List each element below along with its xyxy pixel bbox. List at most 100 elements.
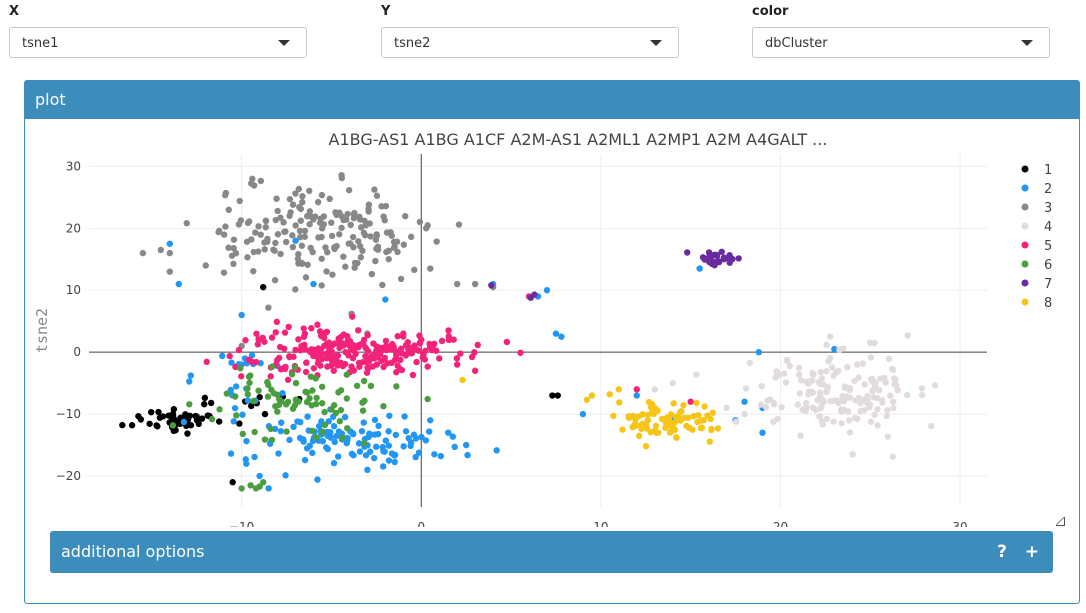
point-series-5	[418, 336, 425, 343]
point-series-2	[462, 441, 470, 449]
point-series-3	[280, 219, 287, 226]
point-series-4	[855, 374, 862, 381]
point-series-6	[319, 428, 326, 436]
point-series-4	[798, 377, 805, 384]
point-series-3	[368, 270, 376, 278]
point-series-5	[254, 341, 262, 348]
resize-handle-icon[interactable]	[1056, 517, 1065, 526]
point-series-4	[693, 371, 700, 378]
point-series-4	[874, 406, 881, 413]
point-series-2	[282, 472, 289, 479]
x-select[interactable]: tsne1	[9, 27, 307, 58]
additional-options-bar[interactable]: additional options ? +	[50, 531, 1053, 573]
point-series-3	[249, 175, 256, 183]
point-series-5	[436, 355, 443, 362]
legend-label: 4	[1044, 220, 1052, 235]
point-series-8	[673, 434, 680, 441]
point-series-6	[337, 406, 345, 414]
point-series-6	[309, 387, 316, 394]
point-series-4	[849, 451, 856, 458]
point-series-4	[846, 384, 853, 392]
y-tick-label: 10	[66, 283, 81, 297]
point-series-5	[364, 332, 371, 339]
point-series-7	[715, 258, 722, 265]
point-series-3	[360, 229, 368, 237]
point-series-5	[360, 336, 368, 344]
point-series-5	[687, 398, 694, 405]
point-series-4	[820, 398, 827, 406]
point-series-2	[330, 422, 338, 430]
expand-icon[interactable]: +	[1024, 542, 1039, 562]
point-series-4	[889, 366, 897, 374]
point-series-2	[385, 428, 392, 435]
point-series-2	[344, 434, 351, 442]
point-series-3	[248, 236, 255, 243]
point-series-4	[857, 407, 864, 415]
point-series-3	[282, 228, 289, 235]
point-series-3	[329, 271, 336, 278]
point-series-2	[371, 416, 379, 424]
point-series-4	[845, 417, 853, 424]
point-series-1	[119, 421, 126, 429]
legend-marker	[1021, 241, 1029, 249]
scatter-plot[interactable]: −10 0 10 20 30 −20 −10 0 10 20 30 A1BG-AS1 A1BG A1C…	[25, 119, 1079, 527]
point-series-5	[445, 327, 452, 334]
point-series-6	[321, 421, 329, 429]
point-series-4	[770, 418, 777, 425]
point-series-5	[380, 363, 387, 371]
point-series-3	[372, 257, 379, 265]
point-series-1	[207, 399, 215, 407]
y-tick-label: −20	[56, 469, 81, 483]
point-series-3	[315, 234, 322, 241]
point-series-1	[554, 392, 561, 399]
point-series-2	[265, 485, 272, 492]
point-series-3	[411, 266, 418, 274]
point-series-1	[147, 408, 155, 416]
help-icon[interactable]: ?	[997, 542, 1007, 562]
point-series-2	[314, 476, 321, 483]
y-select[interactable]: tsne2	[381, 27, 679, 58]
point-series-3	[301, 233, 308, 240]
point-series-8	[583, 396, 591, 403]
point-series-2	[373, 443, 380, 450]
point-series-6	[245, 373, 253, 380]
point-series-3	[379, 281, 386, 289]
point-series-2	[277, 427, 285, 435]
point-series-8	[649, 401, 656, 408]
point-series-5	[352, 342, 359, 350]
point-series-5	[302, 368, 310, 376]
point-series-2	[445, 429, 452, 436]
color-select[interactable]: dbCluster	[752, 27, 1050, 58]
point-series-2	[330, 459, 338, 467]
point-series-8	[664, 414, 671, 421]
point-series-2	[296, 434, 304, 442]
point-series-8	[709, 409, 717, 416]
point-series-6	[216, 406, 223, 413]
point-series-1	[260, 283, 267, 291]
point-series-2	[297, 418, 304, 426]
legend-marker	[1021, 298, 1029, 306]
point-series-3	[271, 247, 278, 254]
point-series-3	[388, 232, 395, 239]
point-series-6	[244, 391, 251, 398]
point-series-5	[426, 340, 433, 348]
point-series-3	[357, 243, 364, 250]
x-tick-label: 30	[952, 520, 967, 527]
point-series-3	[215, 227, 223, 235]
point-series-3	[371, 186, 378, 193]
point-series-6	[360, 377, 368, 385]
point-series-3	[299, 199, 306, 206]
point-series-5	[342, 348, 349, 356]
point-series-5	[232, 363, 239, 371]
point-series-3	[453, 280, 461, 288]
point-series-4	[732, 418, 740, 425]
legend-marker	[1021, 165, 1029, 173]
point-series-3	[433, 238, 440, 245]
point-series-3	[349, 233, 357, 241]
y-tick-label: 0	[73, 345, 81, 359]
point-series-3	[222, 189, 230, 197]
point-series-2	[251, 453, 258, 461]
point-series-3	[166, 249, 174, 257]
point-series-4	[866, 403, 873, 411]
point-series-1	[156, 414, 164, 421]
